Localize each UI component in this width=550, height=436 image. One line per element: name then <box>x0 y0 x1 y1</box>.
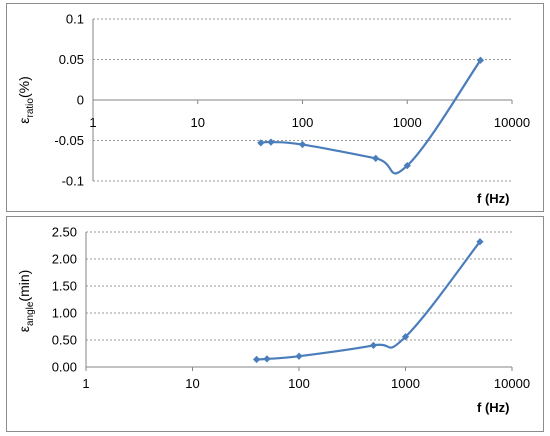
data-point <box>252 355 261 364</box>
x-axis-title: f (Hz) <box>477 400 510 415</box>
x-tick-label: 1 <box>89 115 96 130</box>
data-point <box>263 355 271 363</box>
y-axis-title: εratio(%) <box>16 76 36 123</box>
y-axis-title-symbol: ε <box>16 326 32 332</box>
data-point <box>401 333 410 341</box>
x-tick-label: 10 <box>191 115 205 130</box>
y-axis-title-unit: (%) <box>16 76 32 98</box>
data-point <box>476 56 485 64</box>
data-point <box>476 238 484 246</box>
y-tick-label: 1.00 <box>52 306 77 321</box>
y-tick-label: 0 <box>77 93 84 108</box>
angle-error-chart-panel: 0.00 0.50 1.00 1.50 2.00 2.50 1 10 100 1000 10000 f… <box>6 216 544 432</box>
x-axis-title: f (Hz) <box>477 191 510 206</box>
data-point <box>267 138 275 146</box>
data-point <box>403 161 411 170</box>
y-axis-title-subscript: angle <box>25 301 36 326</box>
y-axis-title-text: εangle(min) <box>16 270 36 333</box>
y-tick-label: -0.1 <box>62 174 84 189</box>
y-tick-label: 0.00 <box>52 360 77 375</box>
x-tick-label: 10000 <box>494 115 530 130</box>
data-point <box>372 154 380 162</box>
angle-error-chart: 0.00 0.50 1.00 1.50 2.00 2.50 1 10 100 1000 10000 f… <box>16 225 530 416</box>
y-axis-title-unit: (min) <box>16 270 32 302</box>
y-tick-label: 2.50 <box>52 225 77 240</box>
x-tick-label: 100 <box>288 376 310 391</box>
y-axis-title-symbol: ε <box>16 117 32 123</box>
x-tick-label: 1000 <box>393 115 422 130</box>
x-tick-label: 1000 <box>391 376 420 391</box>
y-tick-label: 0.50 <box>52 333 77 348</box>
y-axis-title: εangle(min) <box>16 270 36 333</box>
data-point <box>257 139 265 147</box>
x-tick-label: 1 <box>82 376 89 391</box>
data-point <box>298 140 307 149</box>
y-axis-title-text: εratio(%) <box>16 76 36 123</box>
x-tick-label: 100 <box>292 115 314 130</box>
x-tick-label: 10000 <box>494 376 530 391</box>
y-tick-label: 0.05 <box>59 52 84 67</box>
data-point <box>369 341 378 350</box>
y-tick-label: 2.00 <box>52 252 77 267</box>
data-point <box>295 352 303 360</box>
y-tick-label: 0.1 <box>66 12 84 27</box>
x-tick-label: 10 <box>185 376 199 391</box>
y-axis-title-subscript: ratio <box>25 98 36 118</box>
y-tick-label: 1.50 <box>52 279 77 294</box>
ratio-error-chart: -0.1 -0.05 0 0.05 0.1 1 10 100 1000 10000 f (Hz) εr… <box>16 12 530 207</box>
y-tick-label: -0.05 <box>54 133 84 148</box>
ratio-error-chart-panel: -0.1 -0.05 0 0.05 0.1 1 10 100 1000 10000 f (Hz) εr… <box>6 3 544 212</box>
